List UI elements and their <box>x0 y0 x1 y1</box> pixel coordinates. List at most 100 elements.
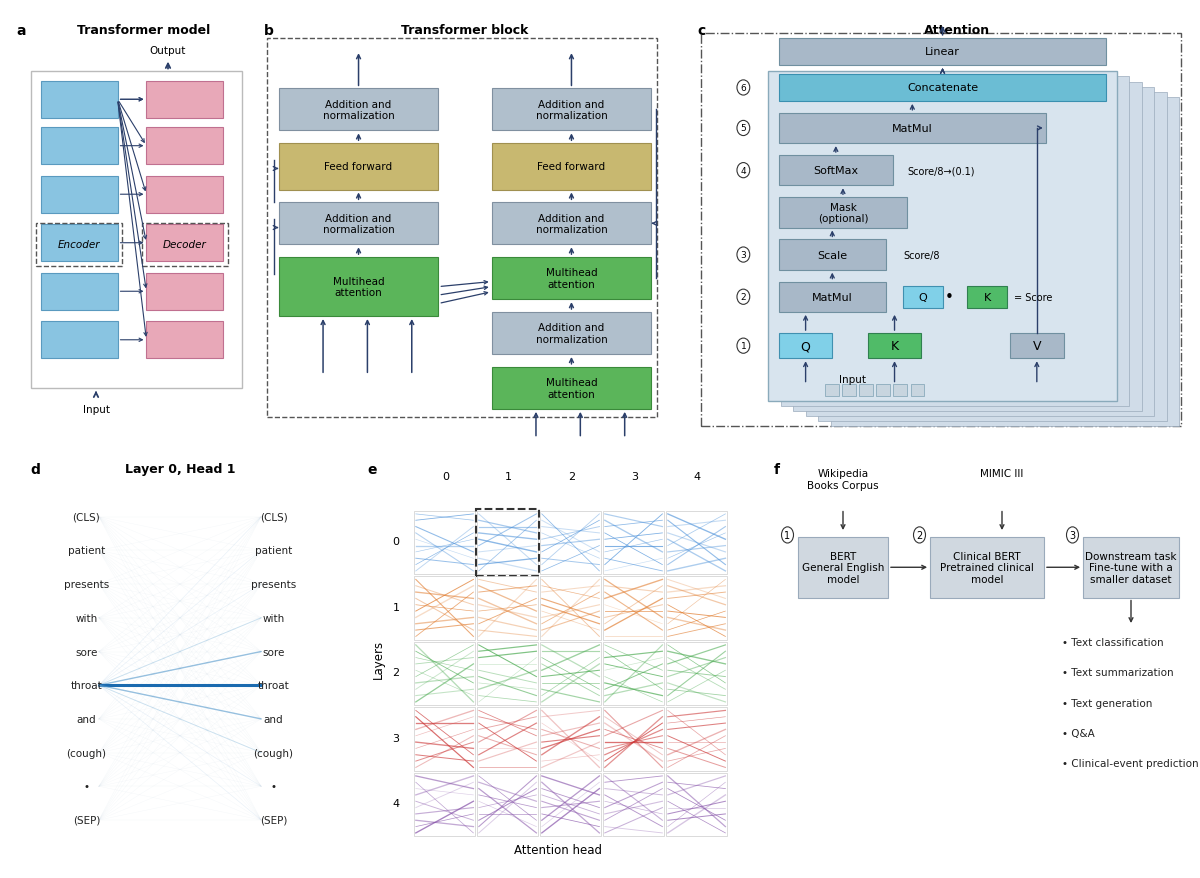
Circle shape <box>737 290 750 305</box>
Text: 0: 0 <box>392 536 400 547</box>
Text: BERT
General English
model: BERT General English model <box>802 551 884 584</box>
FancyBboxPatch shape <box>492 90 652 132</box>
Text: and: and <box>264 714 283 724</box>
Text: d: d <box>30 463 40 477</box>
FancyBboxPatch shape <box>278 203 438 245</box>
FancyBboxPatch shape <box>540 577 601 640</box>
FancyBboxPatch shape <box>1010 334 1063 359</box>
FancyBboxPatch shape <box>540 511 601 574</box>
Text: Addition and
normalization: Addition and normalization <box>535 323 607 344</box>
FancyBboxPatch shape <box>604 773 665 836</box>
Text: Concatenate: Concatenate <box>907 83 978 93</box>
FancyBboxPatch shape <box>904 286 942 308</box>
Text: Encoder: Encoder <box>58 241 101 250</box>
Text: 1: 1 <box>740 342 746 351</box>
FancyBboxPatch shape <box>793 83 1141 411</box>
FancyBboxPatch shape <box>930 537 1044 598</box>
FancyBboxPatch shape <box>540 773 601 836</box>
Text: 4: 4 <box>392 798 400 809</box>
Text: Wikipedia
Books Corpus: Wikipedia Books Corpus <box>808 469 878 490</box>
FancyBboxPatch shape <box>414 708 475 771</box>
FancyBboxPatch shape <box>911 385 924 397</box>
Text: presents: presents <box>64 579 109 589</box>
Text: e: e <box>367 463 377 477</box>
Circle shape <box>781 527 793 543</box>
Text: • Text summarization: • Text summarization <box>1062 667 1174 678</box>
Text: 4: 4 <box>694 471 701 482</box>
Text: throat: throat <box>258 680 289 690</box>
FancyBboxPatch shape <box>492 313 652 355</box>
Text: Addition and
normalization: Addition and normalization <box>535 99 607 121</box>
Text: 3: 3 <box>740 251 746 260</box>
FancyBboxPatch shape <box>830 97 1180 427</box>
FancyBboxPatch shape <box>666 708 727 771</box>
Text: 0: 0 <box>442 471 449 482</box>
Text: 2: 2 <box>392 667 400 678</box>
Text: 1: 1 <box>392 602 400 612</box>
Text: 2: 2 <box>568 471 575 482</box>
Text: Multihead
attention: Multihead attention <box>332 277 384 298</box>
Text: Addition and
normalization: Addition and normalization <box>535 213 607 234</box>
Text: Score/8: Score/8 <box>904 250 940 260</box>
Text: Addition and
normalization: Addition and normalization <box>323 99 395 121</box>
Text: 3: 3 <box>631 471 638 482</box>
FancyBboxPatch shape <box>781 77 1129 407</box>
Text: Attention head: Attention head <box>514 844 602 856</box>
FancyBboxPatch shape <box>414 511 475 574</box>
FancyBboxPatch shape <box>146 225 223 262</box>
Text: Input: Input <box>83 405 109 414</box>
Text: V: V <box>1032 340 1042 353</box>
Circle shape <box>737 339 750 354</box>
Text: (CLS): (CLS) <box>72 512 101 522</box>
FancyBboxPatch shape <box>41 176 118 213</box>
Text: Score/8→(0.1): Score/8→(0.1) <box>907 166 974 176</box>
Text: • Clinical-event prediction: • Clinical-event prediction <box>1062 759 1199 768</box>
FancyBboxPatch shape <box>818 92 1166 421</box>
FancyBboxPatch shape <box>41 82 118 119</box>
Text: sore: sore <box>263 647 284 657</box>
FancyBboxPatch shape <box>859 385 872 397</box>
FancyBboxPatch shape <box>278 144 438 191</box>
FancyBboxPatch shape <box>146 176 223 213</box>
FancyBboxPatch shape <box>492 258 652 300</box>
Text: patient: patient <box>254 546 293 556</box>
Text: patient: patient <box>67 546 106 556</box>
Circle shape <box>737 248 750 263</box>
FancyBboxPatch shape <box>868 334 922 359</box>
Text: •: • <box>946 290 954 305</box>
FancyBboxPatch shape <box>41 128 118 165</box>
Text: (CLS): (CLS) <box>259 512 288 522</box>
FancyBboxPatch shape <box>146 128 223 165</box>
Text: (cough): (cough) <box>253 748 294 758</box>
Circle shape <box>913 527 925 543</box>
Text: Q: Q <box>919 292 928 302</box>
FancyBboxPatch shape <box>826 385 839 397</box>
FancyBboxPatch shape <box>492 203 652 245</box>
FancyBboxPatch shape <box>604 511 665 574</box>
Text: Input: Input <box>840 375 866 385</box>
Text: Attention: Attention <box>924 24 990 37</box>
Text: 2: 2 <box>917 530 923 540</box>
Text: Multihead
attention: Multihead attention <box>546 268 598 290</box>
Text: presents: presents <box>251 579 296 589</box>
Text: (SEP): (SEP) <box>73 815 100 825</box>
FancyBboxPatch shape <box>842 385 856 397</box>
FancyBboxPatch shape <box>278 90 438 132</box>
FancyBboxPatch shape <box>414 577 475 640</box>
Text: c: c <box>697 24 706 38</box>
Text: Mask
(optional): Mask (optional) <box>817 202 869 224</box>
FancyBboxPatch shape <box>779 198 907 228</box>
Text: 1: 1 <box>785 530 791 540</box>
Text: 1: 1 <box>505 471 512 482</box>
Text: Linear: Linear <box>925 47 960 57</box>
FancyBboxPatch shape <box>1084 537 1178 598</box>
Text: Feed forward: Feed forward <box>324 162 392 172</box>
FancyBboxPatch shape <box>779 240 886 270</box>
FancyBboxPatch shape <box>278 258 438 317</box>
FancyBboxPatch shape <box>540 708 601 771</box>
FancyBboxPatch shape <box>478 773 539 836</box>
Text: Layers: Layers <box>372 639 384 678</box>
Text: Clinical BERT
Pretrained clinical
model: Clinical BERT Pretrained clinical model <box>940 551 1034 584</box>
Text: 5: 5 <box>740 125 746 133</box>
FancyBboxPatch shape <box>478 642 539 705</box>
